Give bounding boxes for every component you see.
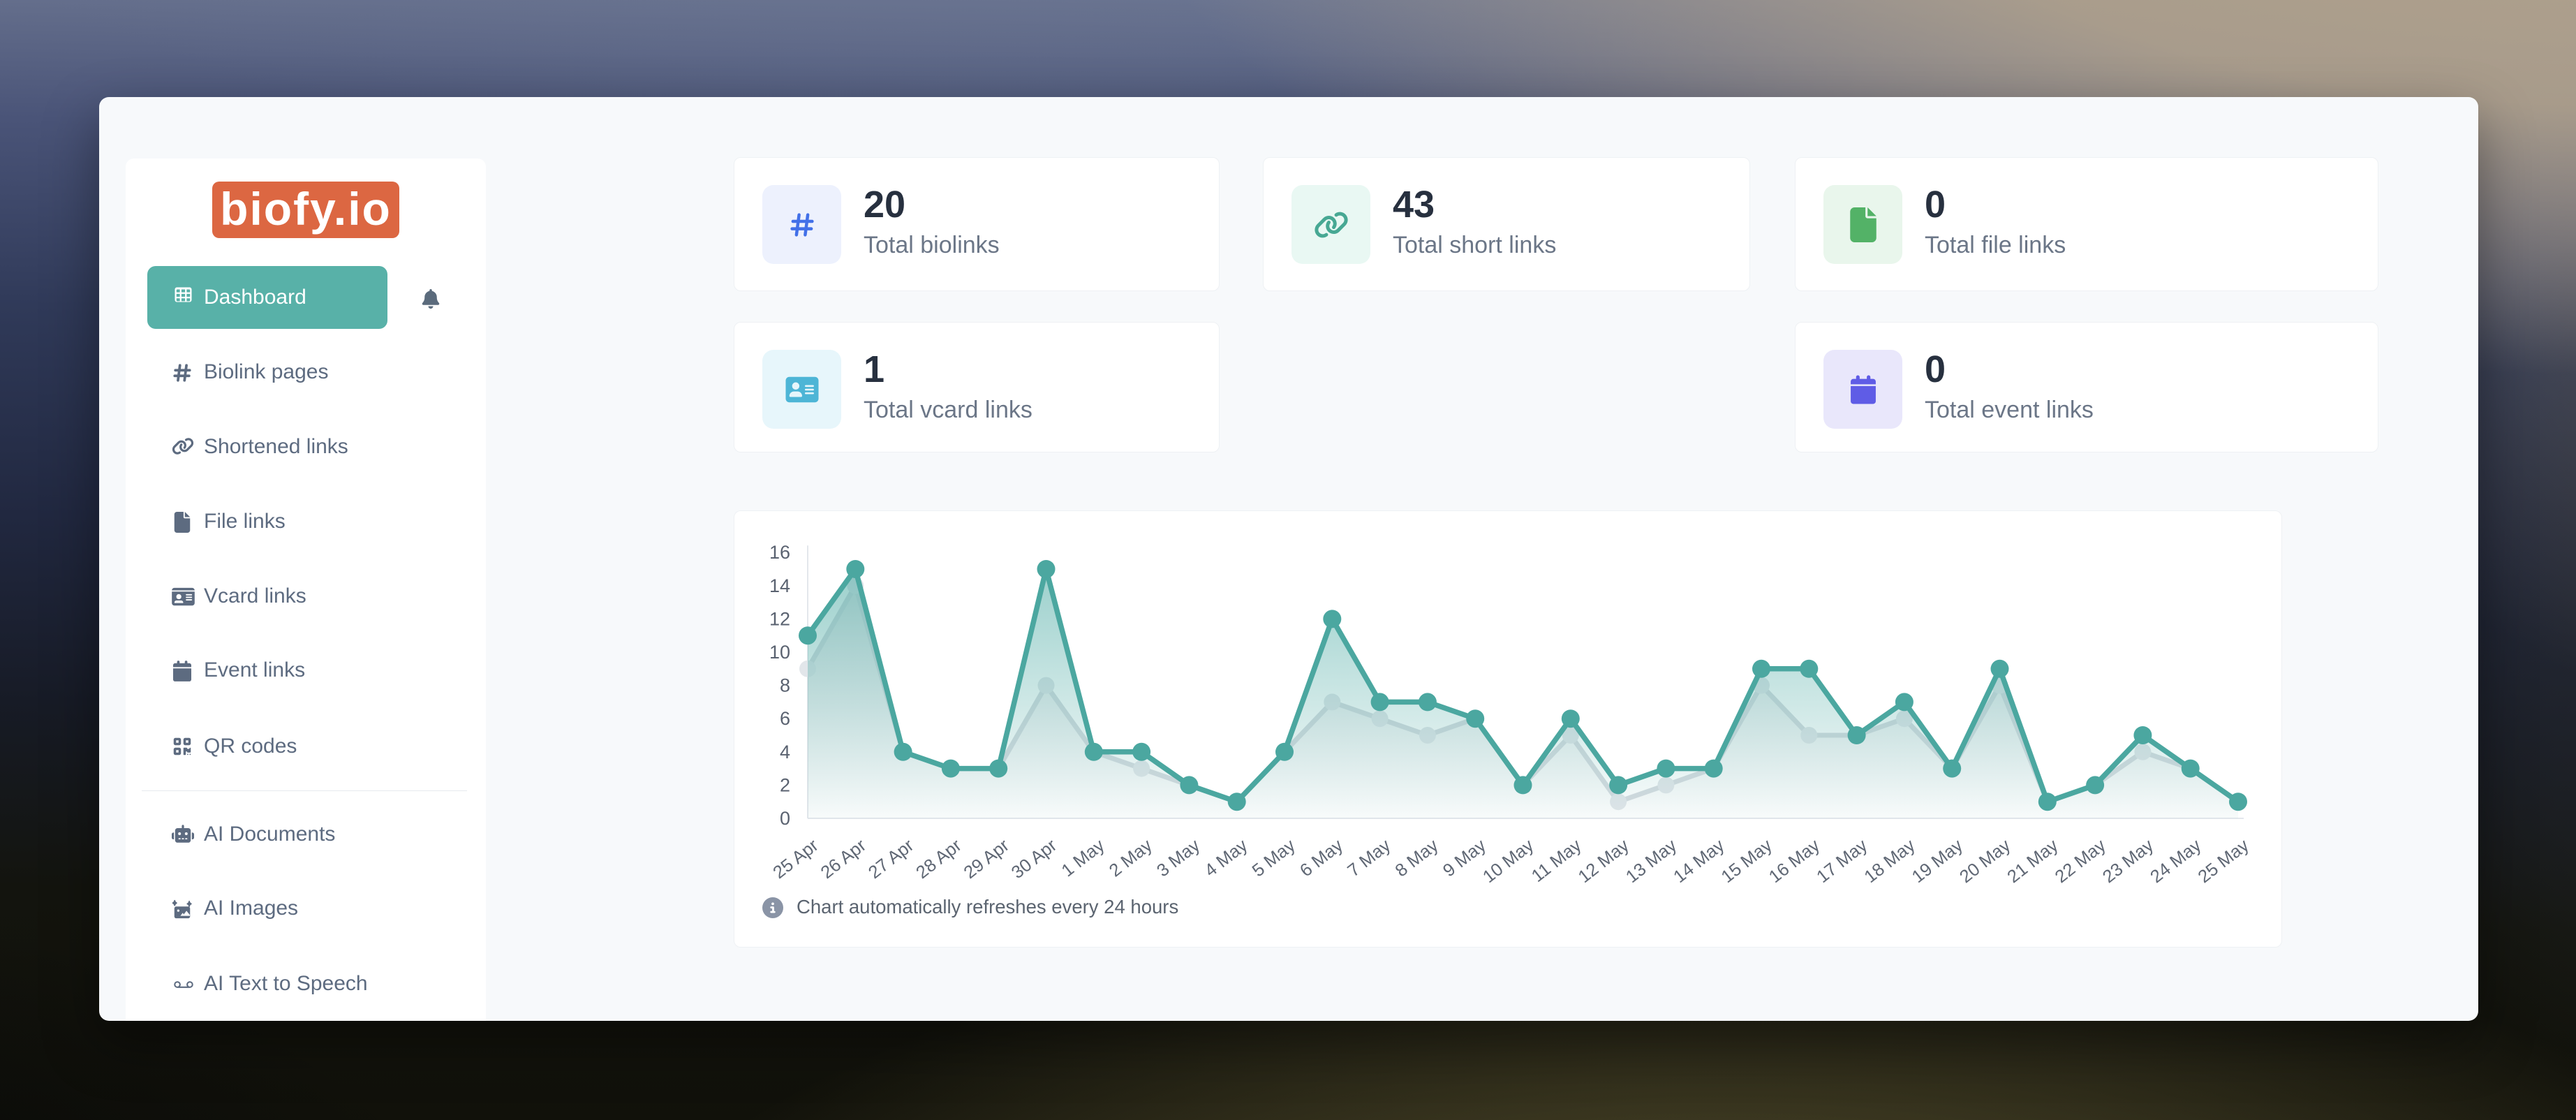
svg-text:14: 14	[769, 575, 790, 596]
svg-text:2 May: 2 May	[1106, 836, 1156, 881]
svg-text:6 May: 6 May	[1296, 836, 1347, 881]
svg-text:23 May: 23 May	[2099, 836, 2157, 887]
svg-text:8 May: 8 May	[1392, 836, 1442, 881]
svg-text:28 Apr: 28 Apr	[912, 835, 965, 883]
svg-text:12 May: 12 May	[1575, 836, 1633, 887]
svg-text:25 May: 25 May	[2195, 836, 2253, 887]
svg-text:10 May: 10 May	[1479, 836, 1537, 887]
svg-text:18 May: 18 May	[1860, 836, 1918, 887]
svg-text:22 May: 22 May	[2052, 836, 2110, 887]
svg-text:24 May: 24 May	[2147, 836, 2205, 887]
svg-text:12: 12	[769, 608, 790, 629]
svg-text:16: 16	[769, 542, 790, 563]
svg-text:15 May: 15 May	[1718, 836, 1776, 887]
svg-text:5 May: 5 May	[1249, 836, 1299, 881]
svg-text:30 Apr: 30 Apr	[1008, 835, 1061, 883]
svg-text:29 Apr: 29 Apr	[961, 835, 1014, 883]
svg-text:14 May: 14 May	[1670, 836, 1728, 887]
svg-text:10: 10	[769, 642, 790, 663]
svg-text:26 Apr: 26 Apr	[817, 835, 871, 883]
svg-text:11 May: 11 May	[1528, 836, 1585, 887]
svg-text:4: 4	[780, 742, 790, 762]
svg-text:21 May: 21 May	[2004, 836, 2061, 887]
svg-text:16 May: 16 May	[1766, 836, 1823, 887]
svg-text:19 May: 19 May	[1909, 836, 1967, 887]
svg-text:8: 8	[780, 675, 790, 696]
svg-text:13 May: 13 May	[1622, 836, 1680, 887]
svg-text:7 May: 7 May	[1344, 836, 1394, 881]
svg-text:2: 2	[780, 774, 790, 795]
svg-text:6: 6	[780, 708, 790, 729]
svg-text:1 May: 1 May	[1058, 836, 1109, 881]
svg-text:3 May: 3 May	[1153, 836, 1204, 881]
svg-text:4 May: 4 May	[1201, 836, 1251, 881]
svg-text:20 May: 20 May	[1956, 836, 2014, 887]
svg-text:25 Apr: 25 Apr	[769, 835, 822, 883]
svg-text:17 May: 17 May	[1813, 836, 1871, 887]
svg-text:0: 0	[780, 808, 790, 829]
svg-text:27 Apr: 27 Apr	[865, 835, 918, 883]
